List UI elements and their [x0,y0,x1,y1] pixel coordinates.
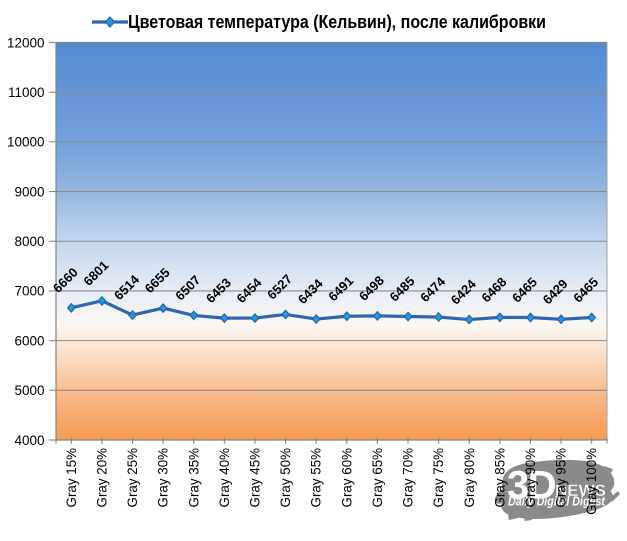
svg-text:Gray 30%: Gray 30% [156,448,171,508]
svg-text:3D: 3D [507,464,556,508]
svg-text:12000: 12000 [7,35,45,50]
svg-text:Gray 70%: Gray 70% [401,448,416,508]
svg-text:Gray 65%: Gray 65% [370,448,385,508]
svg-text:Gray 15%: Gray 15% [64,448,79,508]
svg-text:11000: 11000 [8,85,45,100]
svg-text:NEWS: NEWS [555,482,606,500]
svg-text:4000: 4000 [14,433,44,448]
svg-text:7000: 7000 [14,284,44,299]
svg-text:10000: 10000 [7,135,45,150]
svg-text:6000: 6000 [14,333,44,348]
svg-text:Gray 60%: Gray 60% [339,448,354,508]
svg-text:Gray 95%: Gray 95% [554,448,569,508]
svg-text:9000: 9000 [14,184,44,199]
svg-text:Gray 75%: Gray 75% [431,448,446,508]
svg-text:Gray 55%: Gray 55% [309,448,324,508]
svg-text:Gray 85%: Gray 85% [492,448,507,508]
svg-text:5000: 5000 [14,383,44,398]
svg-text:Gray 90%: Gray 90% [523,448,538,508]
svg-text:Gray 35%: Gray 35% [186,448,201,508]
svg-text:Daily Digital Digest: Daily Digital Digest [508,495,606,509]
svg-text:Gray 25%: Gray 25% [125,448,140,508]
svg-text:Gray 80%: Gray 80% [462,448,477,508]
svg-text:8000: 8000 [14,234,44,249]
svg-text:Gray 40%: Gray 40% [217,448,232,508]
svg-text:Gray 50%: Gray 50% [278,448,293,508]
svg-text:Gray 100%: Gray 100% [584,448,599,515]
svg-text:Gray 20%: Gray 20% [94,448,109,508]
svg-text:Цветовая температура (Кельвин): Цветовая температура (Кельвин), после ка… [128,12,546,32]
svg-text:Gray 45%: Gray 45% [247,448,262,508]
